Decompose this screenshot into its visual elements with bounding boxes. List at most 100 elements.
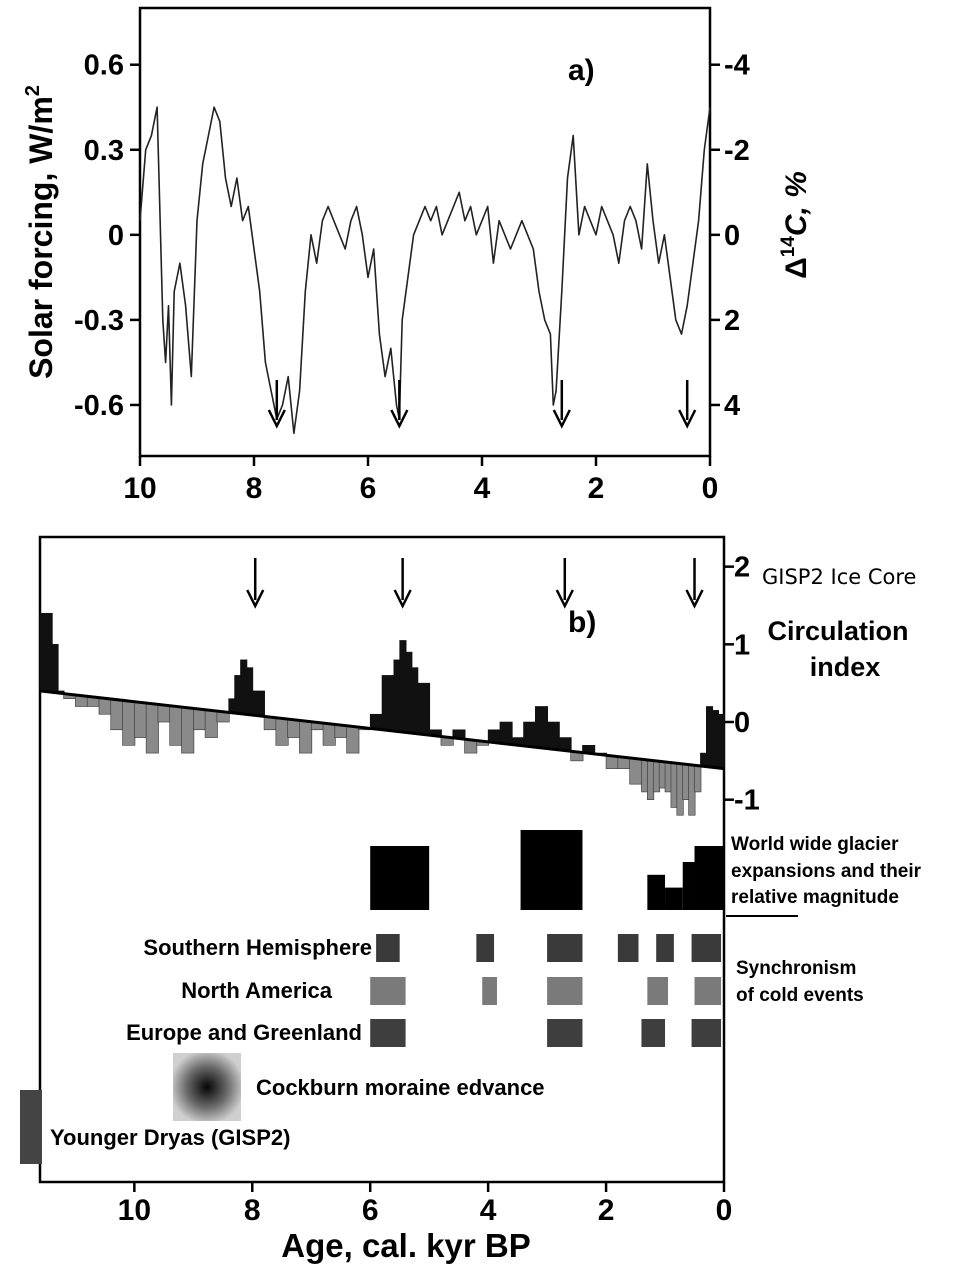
- panel-a-arrow: [390, 380, 409, 429]
- panel-a-solar-forcing-line: [139, 106, 711, 435]
- cold-event-band: [370, 1019, 406, 1047]
- glacier-block: [694, 846, 724, 910]
- panel-a-ytick-label: -0.3: [74, 305, 124, 337]
- panel-b-xtick-label: 10: [118, 1194, 151, 1227]
- panel-b-index-bar: [711, 710, 720, 768]
- panel-b-index-bar: [629, 758, 643, 785]
- panel-a: 0.6 0.3 0 -0.3 -0.6 -4 -2 0 2 4 10 8 6 4 2 0 a) Solar…: [22, 6, 813, 505]
- cold-event-band: [482, 977, 497, 1005]
- panel-b-index-bar: [688, 764, 696, 816]
- panel-a-y2tick-label: 4: [724, 390, 740, 422]
- cockburn-label: Cockburn moraine edvance: [256, 1075, 545, 1100]
- panel-b-index-bar: [193, 708, 207, 731]
- panel-b-index-bar: [228, 698, 236, 714]
- panel-b-index-bar: [346, 726, 360, 754]
- cold-event-band: [691, 934, 722, 962]
- panel-b-xtick-label: 4: [480, 1194, 497, 1227]
- panel-b-xtick-label: 6: [362, 1194, 379, 1227]
- panel-b-index-bar: [234, 675, 242, 714]
- panel-a-frame: [138, 6, 712, 458]
- glacier-label-line-2: expansions and their: [731, 861, 922, 882]
- panel-b-x-axis-label: Age, cal. kyr BP: [281, 1227, 530, 1264]
- panel-b-arrow: [393, 558, 412, 609]
- synchronism-label-line-2: of cold events: [736, 985, 864, 1006]
- panel-b-index-bar: [246, 667, 254, 716]
- cold-event-band: [476, 934, 495, 962]
- panel-b-index-bar: [641, 759, 649, 793]
- glacier-block: [665, 887, 683, 910]
- panel-b-index-bar: [157, 704, 171, 723]
- panel-b-index-bar: [670, 762, 678, 808]
- glacier-expansion-blocks: [370, 830, 724, 910]
- panel-b-index-bar: [417, 682, 431, 735]
- panel-b-index-bar: [499, 721, 513, 745]
- panel-b-index-bar: [399, 640, 407, 733]
- synchronism-label-line-1: Synchronism: [736, 958, 856, 979]
- panel-a-y-axis-label: Solar forcing, W/m2: [22, 85, 59, 379]
- panel-b-index-bar: [98, 698, 112, 715]
- panel-b-label: b): [568, 606, 596, 639]
- panel-a-xtick-label: 10: [123, 472, 156, 505]
- panel-a-xtick-label: 4: [474, 472, 491, 505]
- panel-b-index-bar: [134, 702, 148, 738]
- panel-b-index-bar: [664, 761, 672, 793]
- cold-event-band: [547, 934, 583, 962]
- panel-b-index-bar: [700, 752, 708, 767]
- panel-b-index-bar: [51, 644, 59, 693]
- cold-event-band: [641, 1019, 666, 1047]
- cold-event-band: [547, 977, 583, 1005]
- gisp2-label: GISP2 Ice Core: [762, 565, 916, 589]
- panel-b-arrow: [685, 558, 704, 609]
- glacier-block: [520, 830, 583, 910]
- cold-event-band: [547, 1019, 583, 1047]
- panel-a-left-axis: 0.6 0.3 0 -0.3 -0.6: [74, 50, 140, 422]
- panel-b-x-axis: 10 8 6 4 2 0: [118, 1182, 733, 1227]
- panel-b-xtick-label: 0: [716, 1194, 733, 1227]
- panel-b-index-bar: [181, 707, 195, 754]
- glacier-label-line-1: World wide glacier: [731, 834, 899, 855]
- panel-b-index-bar: [287, 719, 301, 738]
- panel-b-index-bar: [145, 703, 159, 754]
- panel-b-index-bar: [647, 759, 655, 800]
- panel-a-right-axis-label: Δ14C, %: [778, 171, 813, 279]
- cold-event-band: [647, 977, 668, 1005]
- panel-b-arrows: [246, 558, 704, 609]
- panel-b-ytick-label: -1: [734, 785, 760, 817]
- panel-a-ytick-label: 0: [108, 220, 124, 252]
- panel-b-index-bar: [652, 760, 661, 793]
- panel-b-ytick-label: 1: [734, 629, 750, 661]
- younger-dryas-label: Younger Dryas (GISP2): [50, 1125, 290, 1150]
- glacier-block: [682, 862, 695, 910]
- cold-event-band: [656, 934, 674, 962]
- panel-b-ytick-label: 0: [734, 707, 750, 739]
- panel-a-arrow: [267, 380, 286, 429]
- region-label-southern-hemisphere: Southern Hemisphere: [143, 935, 372, 960]
- panel-b-index-bar: [110, 699, 124, 731]
- panel-a-x-axis: 10 8 6 4 2 0: [123, 456, 718, 505]
- panel-a-ytick-label: 0.6: [84, 50, 124, 82]
- panel-a-y2tick-label: 0: [724, 220, 740, 252]
- glacier-block: [370, 846, 430, 910]
- panel-b-circulation-area: [39, 612, 725, 816]
- younger-dryas-bar: [20, 1090, 42, 1164]
- panel-b-xtick-label: 2: [598, 1194, 615, 1227]
- panel-b-index-bar: [204, 710, 218, 738]
- cold-event-band: [691, 1019, 722, 1047]
- cold-event-regions: [370, 934, 722, 1047]
- panel-b-index-bar: [322, 723, 336, 746]
- panel-b-ytick-label: 2: [734, 552, 750, 584]
- panel-a-label: a): [568, 54, 595, 87]
- cold-event-band: [370, 977, 406, 1005]
- panel-a-xtick-label: 6: [360, 472, 377, 505]
- cockburn-swatch: [173, 1053, 241, 1121]
- cold-event-band: [617, 934, 639, 962]
- panel-b-index-bar: [405, 651, 413, 734]
- panel-a-ytick-label: -0.6: [74, 390, 124, 422]
- panel-b-arrow: [246, 558, 265, 609]
- panel-b-index-bar: [275, 718, 289, 746]
- panel-b-xtick-label: 8: [244, 1194, 261, 1227]
- panel-b-index-bar: [523, 721, 537, 747]
- panel-a-arrows: [267, 380, 697, 429]
- region-label-europe-greenland: Europe and Greenland: [126, 1020, 362, 1045]
